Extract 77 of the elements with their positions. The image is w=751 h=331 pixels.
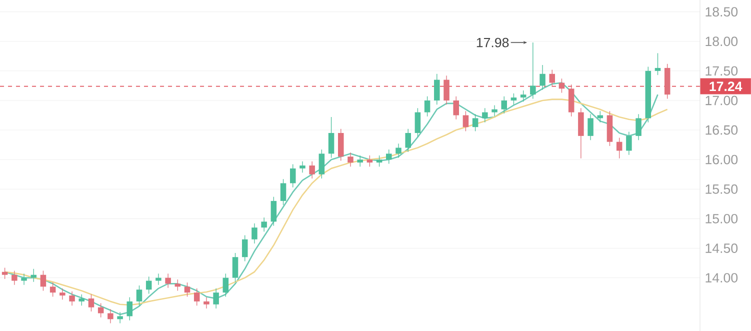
candlestick [636,114,642,140]
candlestick [136,285,142,306]
candlestick [405,128,411,152]
candlestick [520,90,526,102]
candlestick [213,288,219,309]
y-tick-label: 18.00 [706,36,738,46]
y-tick-label: 17.50 [706,66,738,76]
candlestick [444,75,450,105]
candlestick [540,64,546,90]
candlestick [165,273,171,288]
annotation: 17.98 [476,38,509,48]
candlestick [414,108,421,138]
candlestick [242,234,248,262]
candlestick [252,223,258,244]
candlestick [126,296,133,321]
candlestick [472,114,478,132]
candlestick [558,78,565,94]
y-tick-label: 16.00 [706,154,738,164]
candlestick [2,267,8,280]
candlestick [300,161,306,173]
candlestick [12,270,18,286]
candlestick [376,155,382,168]
candlestick [204,296,210,309]
y-tick-label: 18.50 [706,7,738,17]
candlestick [232,252,238,282]
y-tick-label: 15.50 [706,184,738,194]
candlestick [510,93,517,105]
candlestick [424,96,430,117]
candlestick [328,116,334,158]
candlestick [482,108,488,123]
candlestick [530,42,536,100]
candlestick [88,294,94,312]
candlestick [626,131,632,156]
candlestick [501,96,507,114]
candlestick [549,69,556,88]
candlestick [280,178,286,206]
candlestick [40,270,46,292]
candlestick [174,279,181,292]
candlestick [396,143,402,158]
candlestick [462,110,469,132]
candlestick [117,312,123,324]
candlestick [146,276,152,294]
candlestick [578,108,584,159]
candlestick [568,84,574,117]
candlestick [453,96,459,120]
candlestick [588,114,594,140]
candlestick [309,161,315,179]
ref-line-label: 17.24 [710,82,742,91]
candlestick [348,152,354,168]
candlestick [386,149,392,164]
candlestick [338,128,344,162]
candlestick [366,155,373,168]
candlestick [434,74,440,105]
candlestick [50,282,56,298]
candlestick [222,273,229,298]
y-tick-label: 14.50 [706,244,738,253]
candlestick [654,52,661,76]
y-tick-label: 14.00 [706,273,738,283]
candlestick [78,294,85,306]
candlestick [290,164,296,188]
candlestick [270,196,277,226]
candlestick [69,291,75,306]
candlestick [318,149,325,179]
y-tick-label: 16.50 [706,125,738,135]
candlestick [261,217,267,232]
candlestick [108,308,114,324]
candlestick [98,302,104,318]
candlestick [492,104,498,117]
candlestick [357,155,363,168]
y-tick-label: 15.00 [706,214,738,224]
candlestick [194,288,200,306]
candlestick [60,288,66,300]
y-tick-label: 17.00 [706,96,738,106]
candlestick [616,137,622,159]
candlestick [184,282,190,298]
candlestick [30,268,36,282]
candlestick [597,110,604,123]
